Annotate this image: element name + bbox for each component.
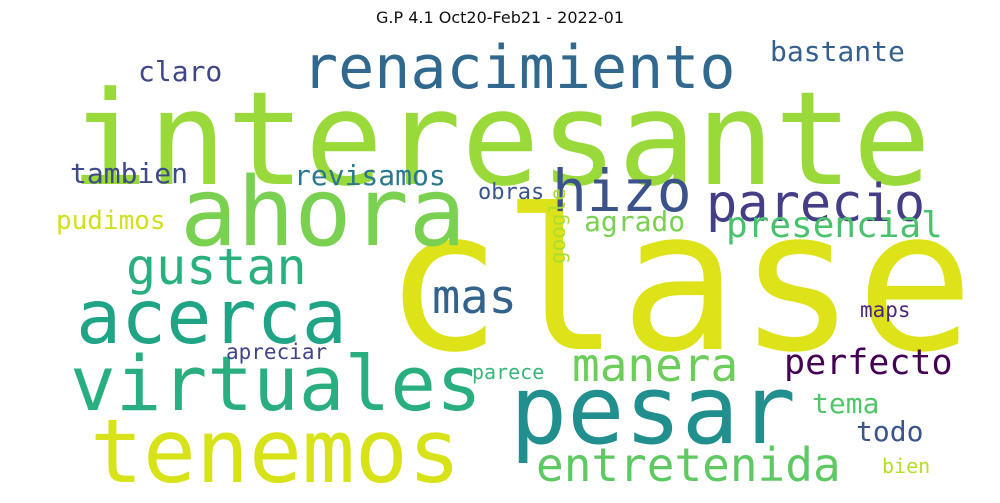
word: bien (882, 454, 931, 478)
word: pudimos (56, 206, 166, 236)
figure-title: G.P 4.1 Oct20-Feb21 - 2022-01 (375, 8, 625, 27)
word: claro (138, 55, 223, 88)
word: mas (432, 270, 517, 325)
word: tema (812, 387, 880, 420)
word: agrado (584, 205, 686, 238)
word: acerca (76, 273, 347, 361)
word: hizo (552, 157, 692, 225)
word: perfecto (784, 343, 953, 383)
word: pesar (510, 356, 796, 466)
word: apreciar (226, 340, 328, 364)
word: entretenida (536, 438, 841, 492)
word-cloud: clase interesante ahora pesar tenemos vi… (56, 33, 974, 496)
word: presencial (726, 205, 943, 246)
word: obras (478, 180, 545, 205)
word: ahora (180, 158, 466, 268)
word: tambien (70, 157, 189, 190)
word: revisamos (294, 159, 446, 192)
word: parecio (706, 174, 926, 234)
word: interesante (70, 63, 931, 215)
word: renacimiento (302, 33, 736, 103)
word: todo (856, 415, 924, 448)
word: clase (384, 168, 975, 396)
word: maps (860, 298, 911, 322)
word: google (546, 188, 570, 264)
word: virtuales (70, 339, 482, 428)
word: gustan (126, 238, 307, 296)
word: bastante (770, 35, 905, 68)
word: manera (572, 338, 739, 392)
word: tenemos (90, 400, 461, 503)
word: parece (472, 360, 545, 384)
